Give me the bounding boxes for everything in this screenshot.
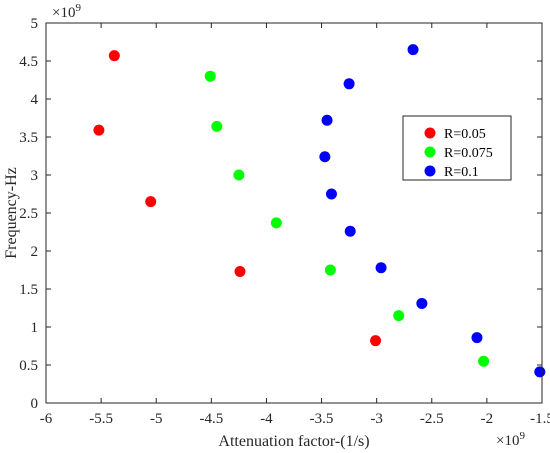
y-multiplier: ×109 [52, 2, 81, 21]
point-series-3-6 [344, 225, 356, 237]
legend-items: R=0.05 R=0.075 R=0.1 [424, 127, 493, 180]
x-tick-label-4: -4 [260, 411, 273, 427]
point-series-2-1 [204, 70, 216, 82]
y-tick-label-4: 2 [31, 244, 39, 260]
x-tick-label-0: -6 [40, 411, 53, 427]
x-tick-label-8: -2 [481, 411, 494, 427]
legend-marker-2 [424, 146, 436, 158]
point-series-1-3 [145, 196, 157, 208]
point-series-3-1 [407, 44, 419, 56]
y-tick-label-7: 3.5 [19, 130, 38, 146]
y-tick-label-9: 4.5 [19, 54, 38, 70]
x-tick-label-5: -3.5 [310, 411, 334, 427]
x-tick-label-6: -3 [370, 411, 383, 427]
x-tick-label-1: -5.5 [89, 411, 113, 427]
y-tick-label-0: 0 [31, 396, 39, 412]
legend: R=0.05 R=0.075 R=0.1 [402, 115, 512, 181]
x-axis-label: Attenuation factor-(1/s) [218, 433, 369, 450]
legend-marker-1 [424, 127, 436, 139]
point-series-3-3 [321, 114, 333, 126]
point-series-2-3 [233, 169, 245, 181]
legend-box [402, 115, 512, 181]
y-tick-label-1: 0.5 [19, 358, 38, 374]
point-series-3-7 [375, 262, 387, 274]
point-series-3-9 [471, 332, 483, 344]
point-series-1-2 [93, 124, 105, 136]
data-points [93, 44, 546, 378]
x-tick-label-2: -5 [150, 411, 163, 427]
point-series-1-5 [370, 335, 382, 347]
x-tick-label-9: -1.5 [530, 411, 550, 427]
y-tick-label-6: 3 [31, 168, 39, 184]
y-tick-label-3: 1.5 [19, 282, 38, 298]
legend-label-2: R=0.075 [444, 146, 493, 161]
legend-label-3: R=0.1 [444, 165, 479, 180]
point-series-1-4 [234, 266, 246, 278]
y-axis-label: Frequency-Hz [3, 167, 20, 259]
point-series-3-8 [416, 297, 428, 309]
point-series-1-1 [108, 50, 120, 62]
y-tick-label-8: 4 [31, 92, 39, 108]
point-series-2-5 [324, 264, 336, 276]
point-series-3-2 [343, 78, 355, 90]
plot-area [46, 23, 542, 403]
y-tick-label-2: 1 [31, 320, 39, 336]
point-series-2-4 [270, 217, 282, 229]
y-tick-label-5: 2.5 [19, 206, 38, 222]
x-tick-label-3: -4.5 [199, 411, 223, 427]
point-series-3-5 [325, 188, 337, 200]
plot-frame [45, 22, 543, 404]
legend-label-1: R=0.05 [444, 127, 486, 142]
point-series-3-10 [534, 366, 546, 378]
point-series-3-4 [319, 151, 331, 163]
point-series-2-7 [478, 355, 490, 367]
legend-marker-3 [424, 165, 436, 177]
axis-ticks: -6 -5.5 -5 -4.5 -4 -3.5 -3 -2.5 -2 -1.5 0 0.5 1 1.5 2 2… [19, 16, 550, 427]
y-tick-label-10: 5 [31, 16, 39, 32]
point-series-2-2 [211, 120, 223, 132]
x-multiplier: ×109 [496, 430, 525, 449]
point-series-2-6 [393, 310, 405, 322]
x-tick-label-7: -2.5 [420, 411, 444, 427]
